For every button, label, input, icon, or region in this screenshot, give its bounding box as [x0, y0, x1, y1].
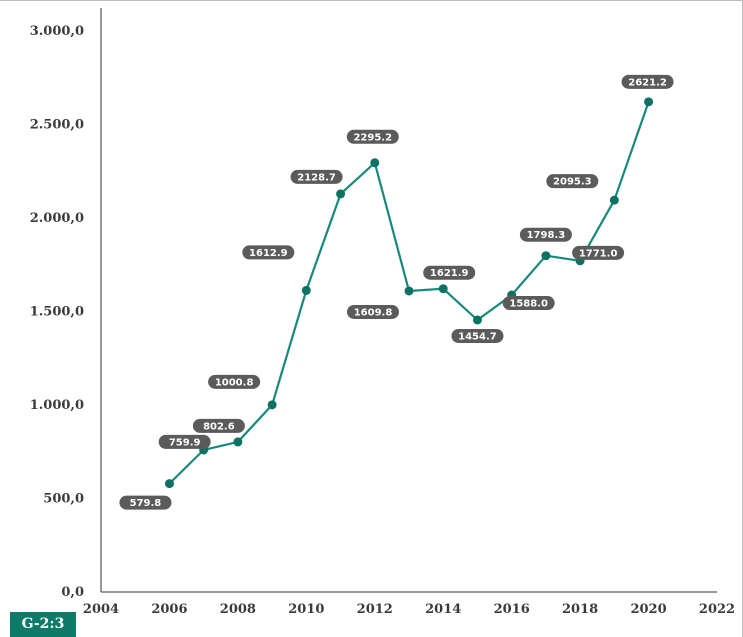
y-tick-label: 2.500,0 — [30, 118, 84, 133]
data-label-badge — [621, 74, 674, 89]
data-label: 2128.7 — [290, 169, 343, 184]
x-tick-label: 2014 — [425, 602, 461, 617]
x-tick-label: 2008 — [220, 602, 256, 617]
data-label-text: 1621.9 — [430, 268, 469, 279]
y-tick-label: 3.000,0 — [30, 24, 84, 39]
y-tick-label: 500,0 — [43, 492, 84, 507]
data-label-badge — [347, 304, 399, 319]
data-label: 1621.9 — [423, 265, 476, 280]
data-point — [301, 285, 311, 295]
data-label-text: 1454.7 — [458, 331, 497, 342]
data-point — [438, 284, 448, 294]
data-point — [609, 195, 619, 205]
y-axis-ticks: 0,0 500,0 1.000,0 1.500,0 2.000,0 2.500,0 3.00… — [30, 24, 84, 600]
data-point — [644, 97, 654, 107]
data-label-badge — [242, 245, 295, 260]
data-label-text: 1000.8 — [215, 377, 254, 388]
data-label-text: 1798.3 — [527, 230, 566, 241]
data-label-text: 1588.0 — [509, 299, 548, 310]
data-label: 1612.9 — [242, 245, 295, 260]
data-label: 759.9 — [158, 434, 211, 449]
y-tick-label: 0,0 — [61, 585, 84, 600]
data-point — [267, 400, 277, 410]
data-label-text: 1609.8 — [354, 307, 393, 318]
x-tick-label: 2006 — [151, 602, 187, 617]
data-label-badge — [119, 495, 172, 510]
data-label: 1588.0 — [502, 296, 555, 311]
data-label-text: 759.9 — [169, 437, 201, 448]
data-point — [336, 189, 346, 199]
data-label-text: 2295.2 — [353, 132, 392, 143]
x-axis-ticks: 2004 2006 2008 2010 2012 2014 2016 2018 2020 2022 — [83, 602, 735, 617]
data-label: 1798.3 — [519, 227, 572, 242]
x-tick-label: 2016 — [494, 602, 530, 617]
data-label-text: 1771.0 — [579, 248, 618, 259]
data-label: 1454.7 — [451, 328, 504, 343]
data-label-badge — [546, 174, 599, 189]
figure-tag: G-2:3 — [10, 612, 76, 637]
data-label-badge — [290, 169, 343, 184]
data-label-badge — [158, 434, 211, 449]
data-label: 1609.8 — [347, 304, 399, 319]
chart-axes — [100, 8, 717, 593]
data-label: 1771.0 — [572, 245, 625, 260]
data-label-badge — [192, 418, 245, 433]
y-tick-label: 2.000,0 — [30, 211, 84, 226]
data-label: 802.6 — [192, 418, 245, 433]
data-label-text: 2621.2 — [628, 77, 667, 88]
x-tick-label: 2022 — [699, 602, 735, 617]
x-tick-label: 2020 — [630, 602, 666, 617]
x-tick-label: 2018 — [562, 602, 598, 617]
data-point — [472, 315, 482, 325]
data-label-badge — [346, 129, 399, 144]
data-label-text: 579.8 — [130, 498, 162, 509]
data-point — [370, 158, 380, 168]
data-label: 2295.2 — [346, 129, 399, 144]
data-point — [233, 437, 243, 447]
x-tick-label: 2012 — [357, 602, 393, 617]
x-tick-label: 2010 — [288, 602, 324, 617]
data-label: 2095.3 — [546, 174, 599, 189]
data-label-text: 1612.9 — [249, 248, 288, 259]
data-point — [404, 286, 414, 296]
data-label: 579.8 — [119, 495, 172, 510]
data-label-badge — [572, 245, 625, 260]
data-label-text: 2095.3 — [553, 177, 592, 188]
data-label-badge — [519, 227, 572, 242]
data-label-badge — [451, 328, 504, 343]
data-point — [541, 251, 551, 261]
data-label-badge — [502, 296, 555, 311]
data-label: 2621.2 — [621, 74, 674, 89]
data-point — [164, 479, 174, 489]
y-tick-label: 1.500,0 — [30, 305, 84, 320]
data-label: 1000.8 — [208, 374, 261, 389]
data-label-text: 802.6 — [203, 421, 235, 432]
y-tick-label: 1.000,0 — [30, 398, 84, 413]
data-label-badge — [208, 374, 261, 389]
data-label-badge — [423, 265, 476, 280]
x-tick-label: 2004 — [83, 602, 119, 617]
data-label-text: 2128.7 — [297, 172, 336, 183]
